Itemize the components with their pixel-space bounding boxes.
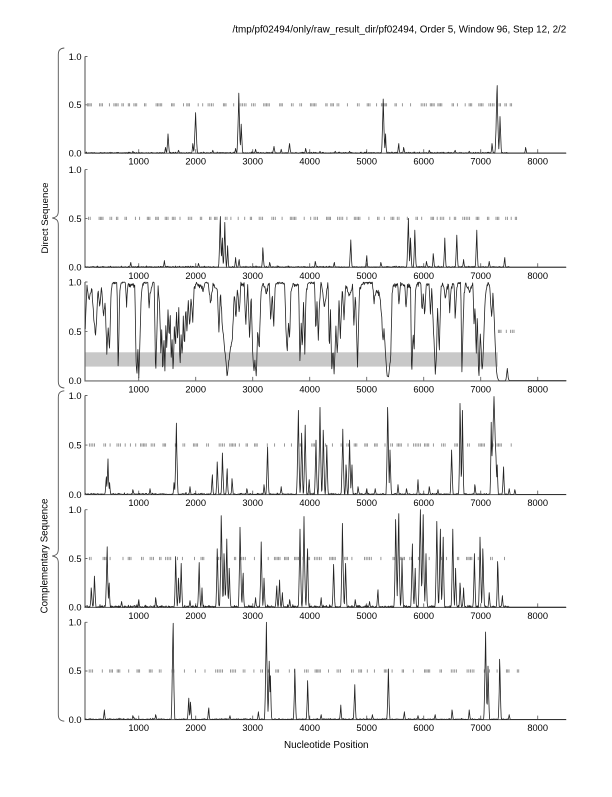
svg-text:Direct Sequence: Direct Sequence [40,183,51,254]
svg-text:8000: 8000 [527,157,548,167]
svg-text:1000: 1000 [128,611,149,621]
svg-text:2000: 2000 [185,498,206,508]
svg-text:8000: 8000 [527,384,548,394]
svg-text:8000: 8000 [527,723,548,733]
svg-text:5000: 5000 [356,157,377,167]
svg-text:4000: 4000 [299,157,320,167]
svg-text:6000: 6000 [413,157,434,167]
svg-text:8000: 8000 [527,498,548,508]
svg-text:1000: 1000 [128,157,149,167]
svg-text:2000: 2000 [185,723,206,733]
svg-text:1.0: 1.0 [69,52,82,62]
svg-text:4000: 4000 [299,498,320,508]
svg-text:1000: 1000 [128,723,149,733]
svg-text:7000: 7000 [470,498,491,508]
svg-text:5000: 5000 [356,384,377,394]
svg-text:1.0: 1.0 [69,277,82,287]
svg-text:2000: 2000 [185,271,206,281]
svg-text:/tmp/pf02494/only/raw_result_d: /tmp/pf02494/only/raw_result_dir/pf02494… [233,25,567,36]
svg-text:4000: 4000 [299,384,320,394]
svg-text:3000: 3000 [242,157,263,167]
svg-text:5000: 5000 [356,498,377,508]
svg-text:3000: 3000 [242,498,263,508]
svg-text:5000: 5000 [356,611,377,621]
svg-text:1000: 1000 [128,384,149,394]
svg-text:7000: 7000 [470,611,491,621]
svg-text:1000: 1000 [128,271,149,281]
svg-text:2000: 2000 [185,157,206,167]
svg-text:6000: 6000 [413,271,434,281]
svg-text:6000: 6000 [413,384,434,394]
svg-text:0.0: 0.0 [69,263,82,273]
svg-text:4000: 4000 [299,271,320,281]
svg-text:6000: 6000 [413,611,434,621]
svg-text:1.0: 1.0 [69,391,82,401]
svg-text:0.0: 0.0 [69,376,82,386]
svg-text:3000: 3000 [242,611,263,621]
svg-text:0.0: 0.0 [69,490,82,500]
svg-text:0.5: 0.5 [69,214,82,224]
svg-text:7000: 7000 [470,157,491,167]
svg-text:0.5: 0.5 [69,100,82,110]
svg-text:1000: 1000 [128,498,149,508]
svg-text:5000: 5000 [356,271,377,281]
svg-text:Complementary Sequence: Complementary Sequence [39,499,50,614]
svg-text:6000: 6000 [413,723,434,733]
svg-text:2000: 2000 [185,611,206,621]
svg-text:7000: 7000 [470,723,491,733]
svg-text:8000: 8000 [527,271,548,281]
svg-text:2000: 2000 [185,384,206,394]
svg-text:5000: 5000 [356,723,377,733]
svg-text:4000: 4000 [299,723,320,733]
svg-text:3000: 3000 [242,723,263,733]
svg-text:1.0: 1.0 [69,165,82,175]
svg-text:4000: 4000 [299,611,320,621]
svg-text:0.5: 0.5 [69,554,82,564]
svg-text:6000: 6000 [413,498,434,508]
svg-text:8000: 8000 [527,611,548,621]
svg-text:0.0: 0.0 [69,603,82,613]
svg-text:0.0: 0.0 [69,149,82,159]
svg-text:0.5: 0.5 [69,440,82,450]
svg-text:Nucleotide Position: Nucleotide Position [284,740,369,751]
svg-text:0.5: 0.5 [69,327,82,337]
svg-text:3000: 3000 [242,271,263,281]
svg-text:0.0: 0.0 [69,715,82,725]
svg-text:0.5: 0.5 [69,666,82,676]
svg-text:7000: 7000 [470,271,491,281]
svg-text:3000: 3000 [242,384,263,394]
svg-text:7000: 7000 [470,384,491,394]
svg-text:1.0: 1.0 [69,618,82,628]
svg-text:1.0: 1.0 [69,505,82,515]
